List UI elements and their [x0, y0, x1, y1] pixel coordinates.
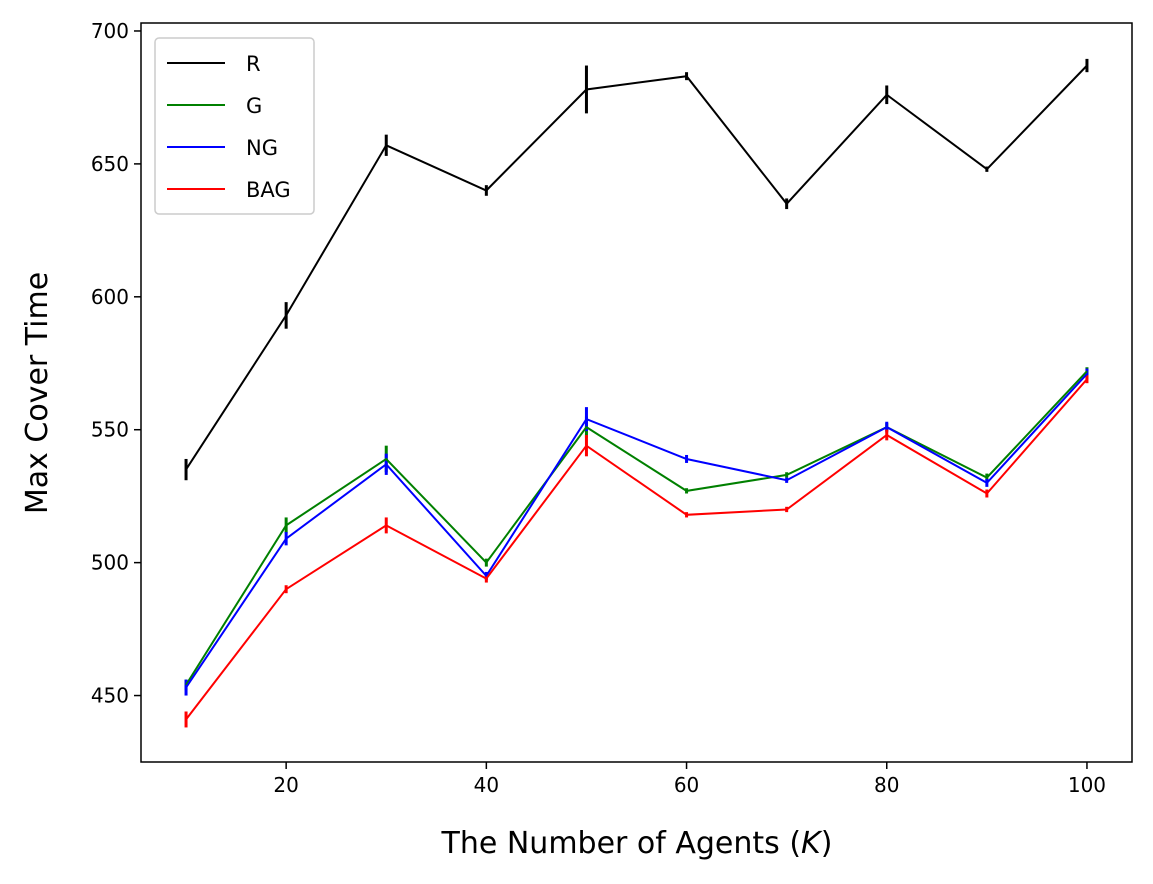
y-tick-label: 500 — [91, 551, 129, 575]
y-axis-title: Max Cover Time — [20, 272, 55, 514]
legend-box — [154, 37, 315, 215]
series-line-ng — [185, 373, 1088, 689]
series-line-r — [185, 64, 1088, 471]
legend-label-g: G — [246, 94, 262, 118]
y-tick-label: 550 — [91, 418, 129, 442]
y-axis-ticks: 450 500 550 600 650 700 — [91, 19, 141, 708]
y-tick-label: 600 — [91, 285, 129, 309]
plot-frame — [140, 22, 1133, 763]
legend-label-ng: NG — [246, 136, 278, 160]
x-tick-label: 20 — [273, 773, 298, 797]
legend-label-r: R — [246, 52, 261, 76]
x-tick-label: 40 — [474, 773, 499, 797]
x-tick-label: 60 — [674, 773, 699, 797]
x-axis-title-prefix: The Number of Agents ( — [441, 826, 802, 861]
series-line-bag — [185, 378, 1088, 721]
x-tick-label: 80 — [874, 773, 899, 797]
x-axis-title: The Number of Agents (K) — [441, 826, 833, 861]
x-axis-title-suffix: ) — [821, 826, 833, 861]
series-line-g — [185, 370, 1088, 686]
series-lines — [185, 64, 1088, 721]
y-tick-label: 650 — [91, 152, 129, 176]
x-tick-label: 100 — [1068, 773, 1106, 797]
legend: RG NG BAG — [154, 37, 315, 215]
x-axis-ticks: 20 40 60 80 100 — [273, 762, 1106, 797]
legend-label-bag: BAG — [246, 178, 291, 202]
x-axis-title-variable: K — [801, 826, 823, 861]
y-tick-label: 450 — [91, 684, 129, 708]
y-tick-label: 700 — [91, 19, 129, 43]
